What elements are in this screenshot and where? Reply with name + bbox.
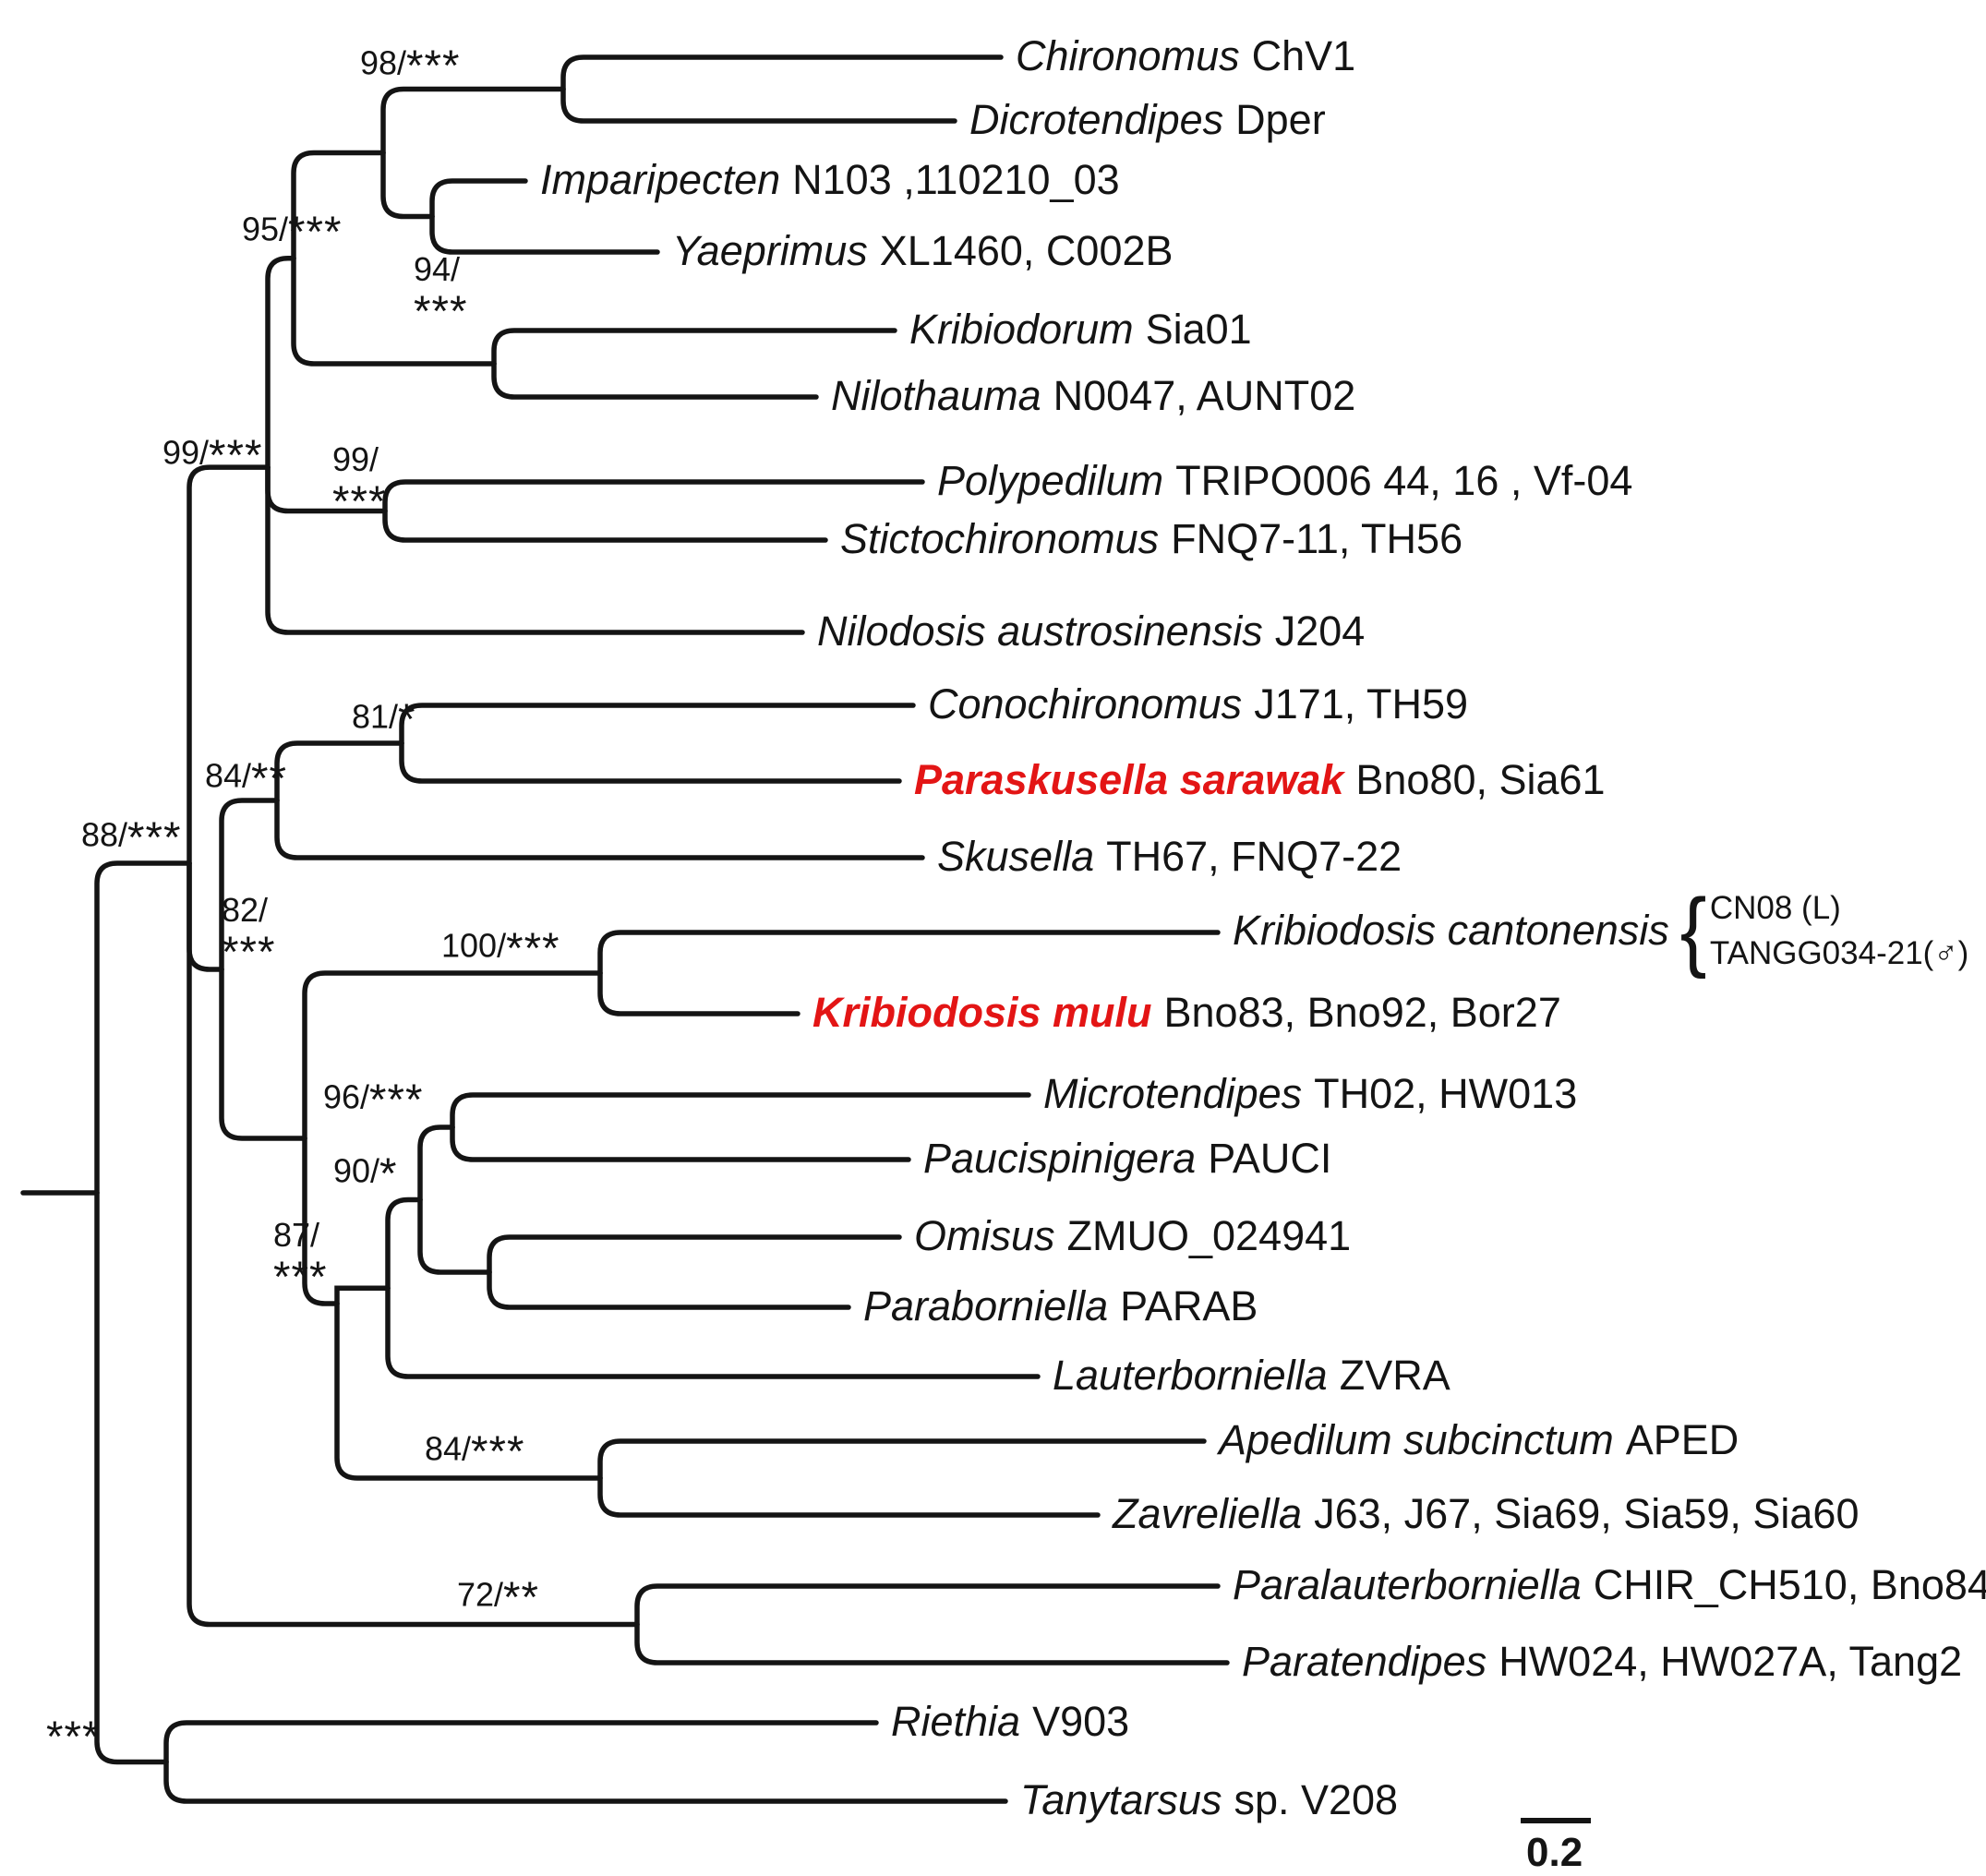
- branch: [597, 930, 1221, 976]
- taxon-label-kribiodosis-cantonensis: Kribiodosis cantonensis{CN08 (L) TANGG034…: [1233, 881, 1969, 980]
- taxon-label-skusella: Skusella TH67, FNQ7-22: [937, 832, 1402, 880]
- taxon-label-microtendipes: Microtendipes TH02, HW013: [1043, 1069, 1578, 1117]
- branch: [597, 1438, 1207, 1481]
- support-value-100: 100/***: [441, 924, 560, 973]
- branch: [560, 54, 1004, 92]
- branch: [487, 1234, 902, 1275]
- support-value-82: 82/***: [222, 891, 276, 977]
- branch: [94, 860, 192, 1196]
- branch: [450, 1092, 1031, 1130]
- taxon-label-dicrotendipes: Dicrotendipes Dper: [969, 95, 1326, 143]
- support-value-90: 90/*: [333, 1149, 398, 1198]
- branch: [382, 508, 828, 543]
- taxon-label-kribiodorum: Kribiodorum Sia01: [909, 305, 1252, 353]
- branch: [634, 1621, 1230, 1666]
- support-value-84: 84/**: [205, 754, 288, 803]
- taxon-label-lauterborniella: Lauterborniella ZVRA: [1053, 1351, 1450, 1399]
- taxon-label-polypedilum: Polypedilum TRIPO006 44, 16 , Vf-04: [937, 456, 1633, 504]
- brace-icon: {: [1679, 881, 1707, 980]
- taxon-label-paraborniella: Paraborniella PARAB: [863, 1281, 1258, 1329]
- branch: [491, 361, 819, 400]
- taxon-label-paucispinigera: Paucispinigera PAUCI: [923, 1134, 1332, 1182]
- taxon-label-zavreliella: Zavreliella J63, J67, Sia69, Sia59, Sia60: [1113, 1489, 1860, 1537]
- branch: [597, 970, 800, 1016]
- support-value-96: 96/***: [323, 1076, 424, 1124]
- taxon-label-tanytarsus: Tanytarsus sp. V208: [1020, 1775, 1399, 1823]
- branch: [219, 967, 307, 1141]
- taxon-label-paralauterborniella: Paralauterborniella CHIR_CH510, Bno84: [1233, 1560, 1986, 1608]
- taxon-label-paratendipes: Paratendipes HW024, HW027A, Tang2: [1242, 1637, 1963, 1685]
- support-value-84: 84/***: [425, 1427, 525, 1476]
- branch: [399, 703, 916, 746]
- branch: [417, 1124, 455, 1203]
- branch: [274, 798, 925, 860]
- taxon-label-paraskusella-sarawak: Paraskusella sarawak Bno80, Sia61: [914, 755, 1606, 803]
- branch: [417, 1197, 492, 1275]
- support-value-94: 94/***: [414, 250, 468, 336]
- branch: [634, 1583, 1221, 1628]
- branch: [429, 213, 660, 255]
- branch: [491, 328, 897, 367]
- taxon-label-nilodosis-austrosinensis: Nilodosis austrosinensis J204: [817, 607, 1366, 655]
- branch: [334, 1301, 603, 1481]
- taxon-label-kribiodosis-mulu: Kribiodosis mulu Bno83, Bno92, Bor27: [812, 988, 1561, 1036]
- branch: [380, 86, 566, 156]
- branch: [291, 150, 386, 261]
- taxon-label-conochironomus: Conochironomus J171, TH59: [928, 679, 1468, 728]
- support-value-99: 99/***: [162, 431, 263, 480]
- branch: [560, 86, 957, 124]
- support-value-: ***: [46, 1713, 101, 1762]
- branch: [450, 1124, 911, 1162]
- branch: [265, 464, 805, 635]
- branch: [291, 256, 497, 367]
- branch: [382, 479, 925, 514]
- support-value-95: 95/***: [242, 208, 343, 257]
- taxon-label-nilothauma: Nilothauma N0047, AUNT02: [831, 371, 1356, 419]
- branch: [597, 1475, 1101, 1518]
- branch: [385, 1285, 1041, 1379]
- branch: [429, 178, 528, 220]
- taxon-label-chironomus: Chironomus ChV1: [1016, 31, 1356, 79]
- support-value-87: 87/***: [273, 1216, 328, 1302]
- branch: [187, 464, 271, 866]
- taxon-label-yaeprimus: Yaeprimus XL1460, C002B: [672, 226, 1174, 274]
- branch: [187, 860, 224, 972]
- support-value-72: 72/**: [457, 1573, 540, 1622]
- branch: [302, 970, 603, 1141]
- branch: [163, 1720, 879, 1765]
- support-value-88: 88/***: [81, 813, 182, 862]
- scale-bar-label: 0.2: [1526, 1830, 1583, 1875]
- branch: [380, 150, 435, 220]
- branch: [399, 740, 902, 784]
- support-value-98: 98/***: [360, 42, 461, 90]
- branch: [219, 798, 280, 972]
- branch: [163, 1759, 1008, 1804]
- branch: [302, 1136, 340, 1306]
- support-value-81: 81/*: [352, 695, 416, 744]
- branch: [274, 740, 404, 803]
- branch: [94, 1190, 169, 1765]
- taxon-label-stictochironomus: Stictochironomus FNQ7-11, TH56: [840, 514, 1463, 562]
- scale-bar-line: [1521, 1818, 1591, 1823]
- taxon-label-omisus: Omisus ZMUO_024941: [914, 1211, 1352, 1259]
- branch: [385, 1197, 423, 1292]
- taxon-label-imparipecten: Imparipecten N103 ,110210_03: [540, 155, 1120, 203]
- support-value-99: 99/***: [332, 440, 387, 526]
- branch: [187, 860, 640, 1628]
- taxon-label-apedilum-subcinctum: Apedilum subcinctum APED: [1219, 1415, 1739, 1463]
- branch: [265, 256, 296, 470]
- branch: [487, 1269, 851, 1310]
- taxon-label-riethia: Riethia V903: [891, 1697, 1130, 1745]
- branch: [334, 1285, 391, 1306]
